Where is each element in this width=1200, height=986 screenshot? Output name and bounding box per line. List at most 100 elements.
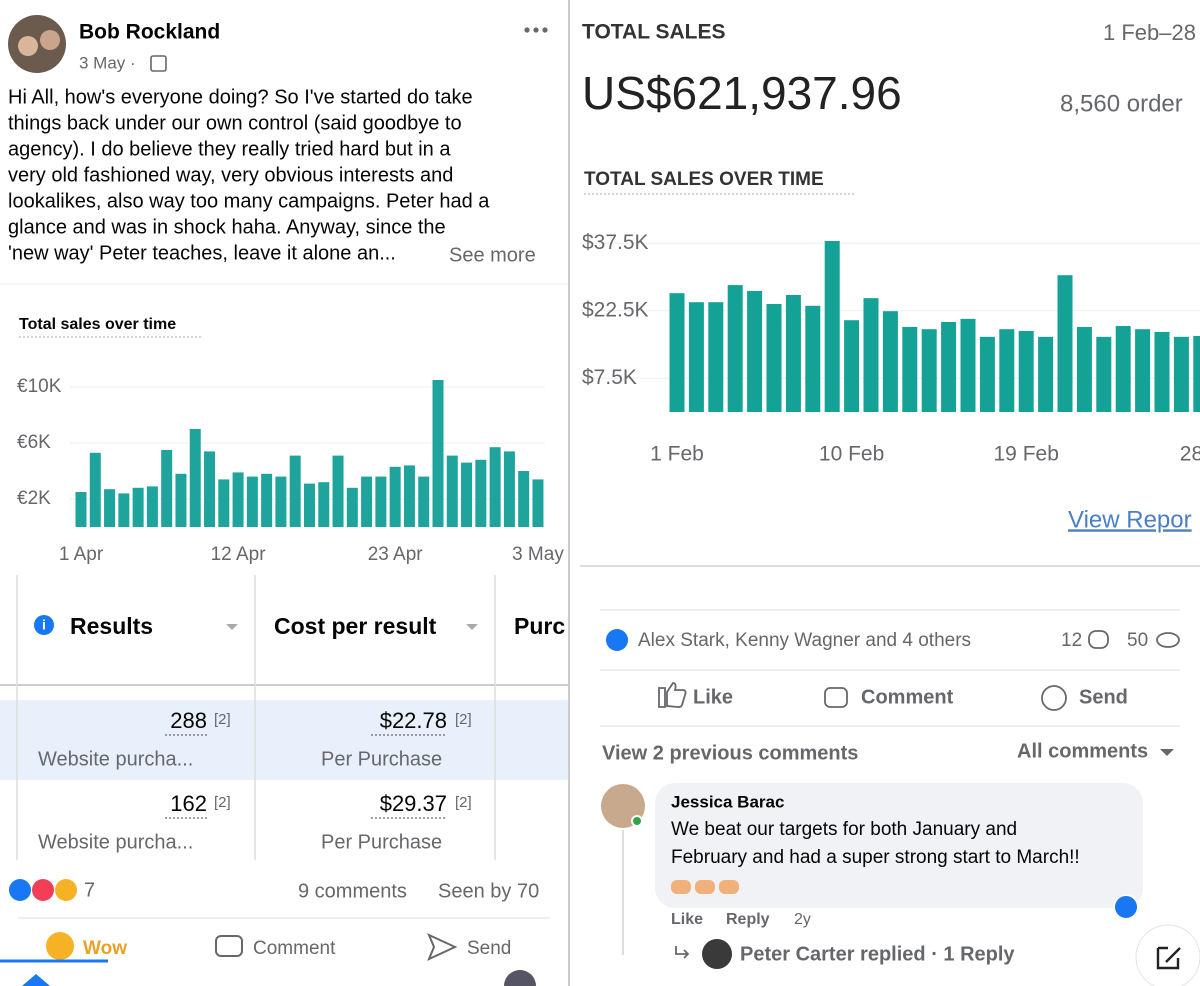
wow-reaction — [55, 879, 77, 901]
bar — [318, 482, 330, 527]
bar — [261, 473, 273, 527]
wow-icon — [46, 932, 74, 960]
result-type: Website purcha... — [38, 831, 193, 853]
footnote: [2] — [214, 711, 231, 728]
comment-count[interactable]: 9 comments — [298, 880, 407, 902]
sort-caret[interactable] — [226, 624, 238, 630]
bar — [446, 455, 458, 527]
column-header[interactable]: Cost per result — [274, 613, 437, 639]
y-tick-label: $7.5K — [582, 366, 637, 389]
sort-caret[interactable] — [466, 624, 478, 630]
comment-line: We beat our targets for both January and — [671, 819, 1017, 840]
eye-icon — [1156, 632, 1180, 648]
more-menu[interactable] — [524, 27, 548, 33]
comment-author[interactable]: Jessica Barac — [671, 792, 784, 811]
x-tick-label: 23 Apr — [368, 544, 424, 565]
footnote: [2] — [214, 794, 231, 811]
bar — [232, 472, 244, 527]
result-type: Website purcha... — [38, 748, 193, 770]
author[interactable]: Bob Rockland — [79, 21, 220, 44]
bar — [688, 302, 704, 412]
bar — [1018, 331, 1034, 412]
x-tick-label: 3 May — [512, 544, 564, 565]
bar — [844, 320, 860, 412]
bar — [805, 305, 821, 412]
footnote: [2] — [455, 794, 472, 811]
reply-arrow — [675, 946, 690, 959]
bar — [403, 465, 415, 527]
column-header[interactable]: Results — [70, 613, 153, 639]
love-reaction — [32, 879, 54, 901]
cost-value[interactable]: $22.78 — [380, 708, 447, 733]
cost-type: Per Purchase — [321, 831, 442, 853]
view-count[interactable]: 50 — [1127, 630, 1148, 651]
action-send[interactable]: Send — [467, 938, 511, 959]
like-reaction — [606, 629, 628, 651]
total-sales-value: US$621,937.96 — [582, 67, 902, 119]
reactors[interactable]: Alex Stark, Kenny Wagner and 4 others — [638, 630, 971, 651]
compose-icon — [1156, 946, 1181, 970]
action-comment[interactable]: Comment — [861, 686, 954, 708]
action-wow[interactable]: Wow — [83, 938, 127, 959]
messenger-icon — [1041, 685, 1067, 711]
bar — [1193, 335, 1200, 412]
bar — [146, 486, 158, 527]
body-line: lookalikes, also way too many campaigns.… — [8, 190, 490, 212]
bar — [1115, 326, 1131, 412]
bar — [332, 455, 344, 527]
bar — [132, 487, 144, 527]
comment-like[interactable]: Like — [671, 911, 703, 928]
bar — [361, 476, 373, 527]
bar — [189, 429, 201, 527]
see-more[interactable]: See more — [449, 244, 536, 266]
seen-count[interactable]: Seen by 70 — [438, 880, 539, 902]
bar — [1173, 336, 1189, 412]
bar — [275, 476, 287, 527]
comment-filter[interactable]: All comments — [1017, 740, 1148, 762]
home-tab[interactable] — [22, 974, 50, 986]
right-post: TOTAL SALES 1 Feb–28 US$621,937.96 8,560… — [580, 20, 1200, 986]
bar — [418, 476, 430, 527]
cost-value[interactable]: $29.37 — [380, 791, 447, 816]
info-icon-glyph: i — [42, 617, 46, 633]
comment-reply[interactable]: Reply — [726, 911, 770, 928]
bar — [461, 462, 473, 527]
bar — [89, 452, 101, 527]
result-value[interactable]: 162 — [170, 791, 207, 816]
result-value[interactable]: 288 — [170, 708, 207, 733]
action-comment[interactable]: Comment — [253, 938, 336, 959]
replier-avatar[interactable] — [702, 939, 732, 969]
reaction-count[interactable]: 7 — [84, 879, 95, 901]
body-line: glance and was in shock haha. Anyway, si… — [8, 216, 446, 238]
compose-button[interactable] — [1135, 924, 1200, 986]
bar — [1154, 331, 1170, 412]
y-tick-label: €2K — [17, 488, 51, 509]
body-line: agency). I do believe they really tried … — [8, 138, 451, 160]
comment-bubble — [655, 783, 1143, 908]
bar — [902, 326, 918, 412]
like-icon — [658, 682, 687, 708]
column-header[interactable]: Purc — [514, 613, 565, 639]
info-icon[interactable] — [34, 615, 54, 635]
audience-icon — [150, 55, 167, 72]
bar — [708, 302, 724, 412]
action-like[interactable]: Like — [693, 686, 733, 708]
bar — [747, 290, 763, 412]
bar — [1135, 329, 1151, 412]
view-report-link[interactable]: View Repor — [1068, 506, 1192, 533]
action-send[interactable]: Send — [1079, 686, 1128, 708]
bar — [1038, 336, 1054, 412]
bar — [921, 329, 937, 412]
profile-tab[interactable] — [504, 970, 536, 986]
date[interactable]: 3 May · — [79, 53, 136, 72]
view-previous-comments[interactable]: View 2 previous comments — [602, 742, 858, 764]
bar — [346, 487, 358, 527]
reply-summary[interactable]: Peter Carter replied · 1 Reply — [740, 943, 1015, 965]
footnote: [2] — [455, 711, 472, 728]
comment-line: February and had a super strong start to… — [671, 847, 1080, 868]
avatar-face — [40, 30, 60, 50]
comment-icon — [824, 687, 848, 708]
bar — [785, 295, 801, 412]
bar — [532, 479, 544, 527]
comment-count[interactable]: 12 — [1061, 630, 1082, 651]
